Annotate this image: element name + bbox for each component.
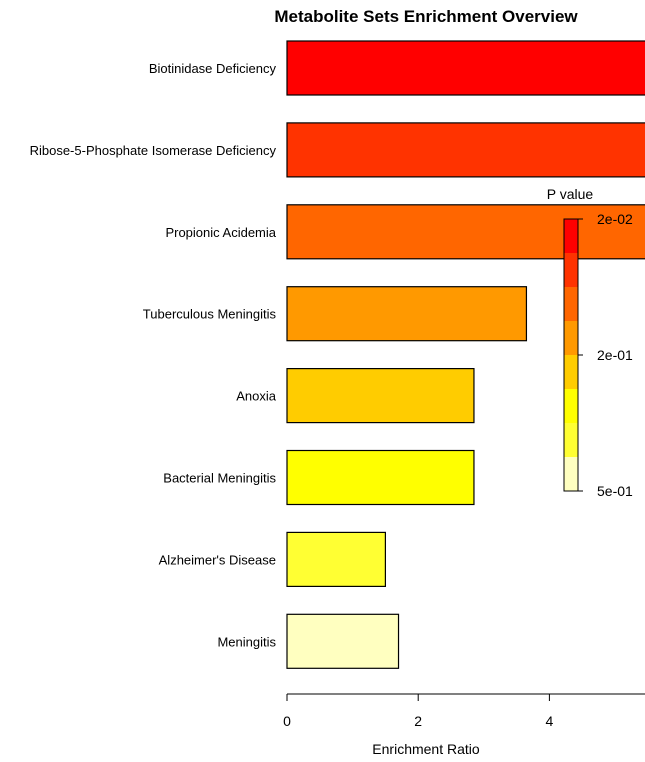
legend-tick-label: 2e-02 bbox=[597, 211, 633, 227]
category-label: Meningitis bbox=[217, 634, 276, 649]
legend-cell bbox=[564, 287, 578, 322]
bar-6 bbox=[286, 449, 475, 506]
bars-group bbox=[286, 40, 645, 669]
legend-cell bbox=[564, 355, 578, 390]
category-label: Bacterial Meningitis bbox=[163, 471, 276, 486]
category-label: Anoxia bbox=[236, 389, 277, 404]
category-label: Tuberculous Meningitis bbox=[143, 307, 277, 322]
category-label: Biotinidase Deficiency bbox=[149, 61, 277, 76]
bar-1 bbox=[286, 40, 645, 96]
x-tick-label: 0 bbox=[283, 713, 291, 729]
bar-8 bbox=[286, 613, 400, 669]
legend-cell bbox=[564, 219, 578, 254]
bar-3 bbox=[286, 204, 645, 260]
x-tick-label: 2 bbox=[414, 713, 422, 729]
legend-tick-label: 2e-01 bbox=[597, 347, 633, 363]
category-label: Propionic Acidemia bbox=[165, 225, 276, 240]
category-label: Alzheimer's Disease bbox=[159, 552, 276, 567]
chart-title: Metabolite Sets Enrichment Overview bbox=[274, 7, 578, 26]
legend-cell bbox=[564, 457, 578, 492]
legend-cell bbox=[564, 253, 578, 288]
legend-title: P value bbox=[547, 186, 594, 202]
legend-tick-label: 5e-01 bbox=[597, 483, 633, 499]
bar-7 bbox=[286, 531, 387, 588]
legend-cell bbox=[564, 321, 578, 356]
legend-cell bbox=[564, 423, 578, 458]
x-tick-label: 4 bbox=[546, 713, 554, 729]
legend-color-cells bbox=[563, 218, 579, 492]
bar-5 bbox=[286, 368, 475, 424]
legend-tick-labels: 2e-02 2e-01 5e-01 bbox=[578, 211, 633, 499]
bar-2 bbox=[286, 122, 645, 178]
category-labels: Biotinidase Deficiency Ribose-5-Phosphate… bbox=[30, 61, 277, 649]
x-axis-label: Enrichment Ratio bbox=[372, 741, 480, 757]
x-axis: 02468 bbox=[283, 693, 645, 729]
pvalue-legend: P value 2e-02 2e-01 5e-01 bbox=[547, 186, 633, 499]
category-label: Ribose-5-Phosphate Isomerase Deficiency bbox=[30, 143, 277, 158]
bar-4 bbox=[286, 286, 528, 342]
legend-cell bbox=[564, 389, 578, 424]
